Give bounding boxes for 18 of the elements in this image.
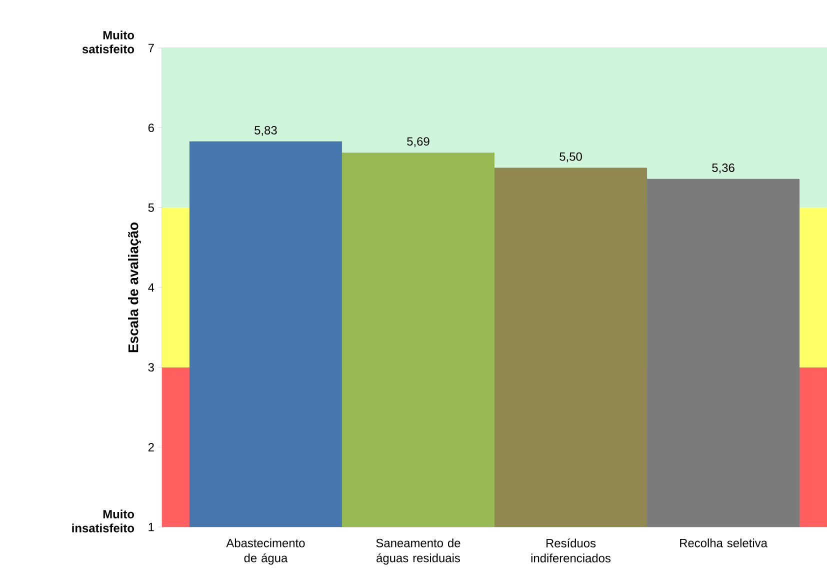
y-tick-label: 7: [148, 44, 154, 52]
y-tick-label: 5: [148, 204, 154, 212]
y-axis-title: Escala de avaliação: [128, 222, 141, 352]
text: Muito satisfeito: [82, 30, 134, 54]
text: Muito insatisfeito: [72, 510, 134, 532]
x-tick-label: Abastecimento de água: [226, 538, 305, 565]
y-tick-label: 3: [148, 363, 154, 372]
data-label: 5,50: [560, 152, 582, 162]
x-tick-label: Recolha seletiva: [680, 538, 768, 548]
y-tick-label: 1: [148, 522, 154, 532]
y-tick-label: 6: [148, 124, 154, 132]
y-tick-label: 4: [148, 283, 154, 292]
x-tick-label: Resíduos indiferenciados: [531, 538, 611, 562]
data-label: 5,83: [254, 126, 277, 136]
x-tick-label: Saneamento de águas residuais: [376, 538, 460, 565]
y-tick-label: 2: [148, 442, 154, 452]
data-label: 5,36: [712, 164, 734, 174]
data-label: 5,69: [407, 137, 430, 148]
